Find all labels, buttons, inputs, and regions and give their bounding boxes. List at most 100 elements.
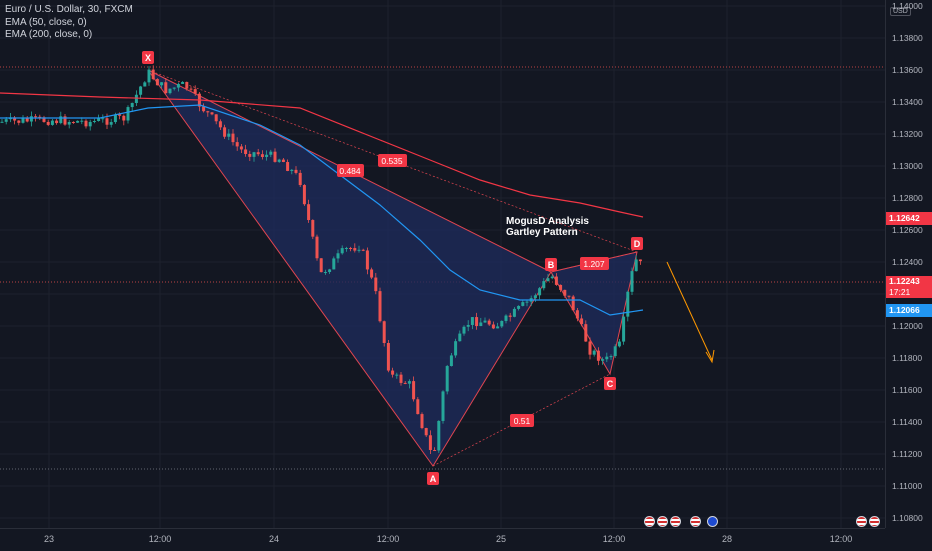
candle-body <box>319 258 323 273</box>
us-flag-icon[interactable] <box>644 516 655 527</box>
candle-body <box>454 341 458 356</box>
candle-body <box>42 117 46 122</box>
candle-body <box>458 333 462 342</box>
candle-body <box>521 302 525 306</box>
candle-body <box>592 350 596 355</box>
ratio-label-0535[interactable]: 0.535 <box>378 154 407 167</box>
current-price-value: 1.12243 <box>889 276 920 286</box>
price-label: 1.11400 <box>892 417 923 427</box>
candle-body <box>386 342 390 371</box>
candle-body <box>155 79 159 86</box>
candle-body <box>139 86 143 95</box>
candle-body <box>391 370 395 375</box>
time-label: 25 <box>495 534 507 544</box>
candle-body <box>290 169 294 171</box>
candle-body <box>344 247 348 249</box>
us-flag-icon[interactable] <box>690 516 701 527</box>
candle-body <box>395 374 399 376</box>
candle-body <box>512 308 516 317</box>
candle-body <box>563 289 567 296</box>
candle-body <box>25 118 29 122</box>
candle-body <box>88 121 92 127</box>
time-label: 12:00 <box>148 534 172 544</box>
price-label: 1.12000 <box>892 321 923 331</box>
us-flag-icon[interactable] <box>869 516 880 527</box>
candle-body <box>109 122 113 125</box>
point-c-label[interactable]: C <box>604 377 616 390</box>
candle-body <box>126 107 130 121</box>
candle-body <box>307 204 311 221</box>
candle-body <box>269 151 273 155</box>
candle-body <box>374 277 378 292</box>
price-label: 1.11600 <box>892 385 923 395</box>
candle-body <box>71 121 75 123</box>
annotation-subtitle[interactable]: Gartley Pattern <box>506 227 578 238</box>
ema50-line <box>0 104 644 316</box>
us-flag-icon[interactable] <box>657 516 668 527</box>
time-label: 24 <box>268 534 280 544</box>
candle-body <box>244 149 248 154</box>
point-x-label[interactable]: X <box>142 51 154 64</box>
candle-body <box>97 118 101 122</box>
price-label: 1.11800 <box>892 353 923 363</box>
candle-body <box>50 120 54 125</box>
candle-body <box>584 324 588 342</box>
chart-canvas[interactable]: X A B C D 0.484 0.535 0.51 <box>0 0 885 528</box>
candle-body <box>176 83 180 88</box>
candle-body <box>349 247 353 249</box>
symbol-legend[interactable]: Euro / U.S. Dollar, 30, FXCM <box>5 4 133 15</box>
candle-body <box>340 248 344 254</box>
candle-body <box>517 305 521 309</box>
svg-text:X: X <box>145 53 151 63</box>
candle-body <box>399 374 403 383</box>
eu-flag-icon[interactable] <box>707 516 718 527</box>
ema200-legend[interactable]: EMA (200, close, 0) <box>5 29 93 40</box>
ratio-label-1207[interactable]: 1.207 <box>580 257 609 270</box>
ratio-label-0484[interactable]: 0.484 <box>337 164 364 177</box>
candle-body <box>294 169 298 173</box>
currency-badge[interactable]: USD <box>890 7 911 16</box>
candle-body <box>500 320 504 327</box>
candle-body <box>181 81 185 84</box>
time-label: 12:00 <box>376 534 400 544</box>
candle-body <box>286 162 290 171</box>
annotation-title[interactable]: MogusD Analysis <box>506 216 589 227</box>
candle-body <box>38 116 42 118</box>
point-d-label[interactable]: D <box>631 237 643 250</box>
projection-arrow[interactable] <box>666 261 713 361</box>
time-axis[interactable]: 23 12:00 24 12:00 25 12:00 28 12:00 <box>0 528 885 551</box>
candle-body <box>59 116 63 124</box>
candle-body <box>470 317 474 325</box>
candle-body <box>403 382 407 384</box>
candle-body <box>420 414 424 429</box>
candle-body <box>542 281 546 289</box>
candle-body <box>92 121 96 123</box>
candle-body <box>231 133 235 143</box>
price-axis[interactable]: USD 1.14000 1.13800 1.13600 1.13400 1.13200 1… <box>885 0 932 528</box>
us-flag-icon[interactable] <box>670 516 681 527</box>
price-label: 1.13400 <box>892 97 923 107</box>
ratio-label-051[interactable]: 0.51 <box>510 414 534 427</box>
ema50-legend[interactable]: EMA (50, close, 0) <box>5 17 87 28</box>
candle-body <box>424 428 428 436</box>
candle-body <box>412 381 416 400</box>
candle-body <box>277 159 281 162</box>
point-a-label[interactable]: A <box>427 472 439 485</box>
svg-text:A: A <box>430 474 437 484</box>
candle-body <box>357 249 361 251</box>
candle-body <box>302 185 306 205</box>
candle-body <box>596 350 600 361</box>
candle-body <box>235 142 239 147</box>
chart-area[interactable]: X A B C D 0.484 0.535 0.51 <box>0 0 885 528</box>
point-b-label[interactable]: B <box>545 258 557 271</box>
candle-body <box>483 320 487 323</box>
candle-body <box>496 326 500 329</box>
candle-body <box>193 89 197 94</box>
pattern-xab-triangle[interactable] <box>147 69 552 467</box>
candle-body <box>538 288 542 296</box>
us-flag-icon[interactable] <box>856 516 867 527</box>
candle-body <box>617 341 621 347</box>
candle-body <box>550 276 554 279</box>
candle-body <box>571 296 575 311</box>
candle-body <box>189 88 193 90</box>
